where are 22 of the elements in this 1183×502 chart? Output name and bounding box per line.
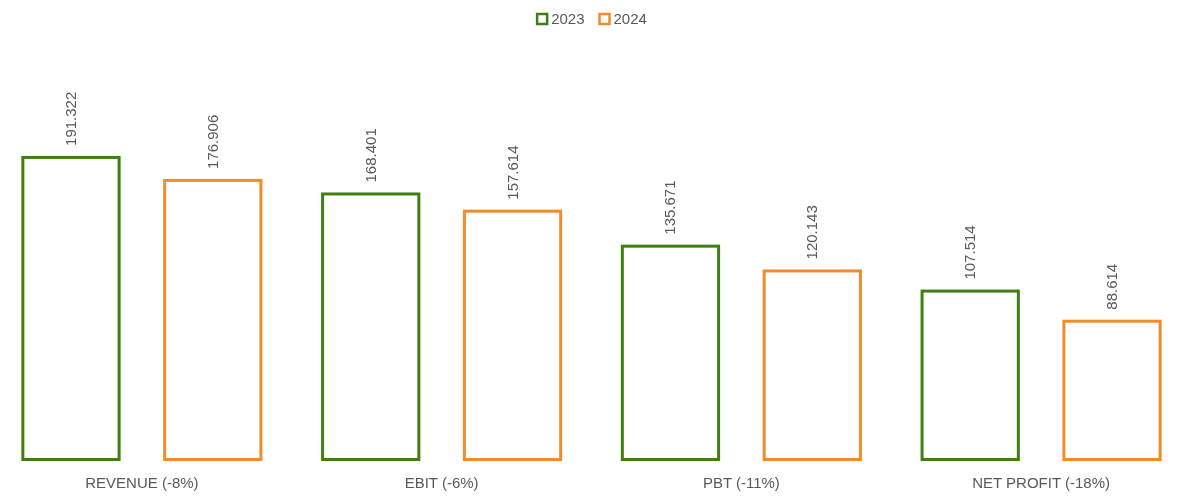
x-tick-label: REVENUE (-8%) (85, 474, 199, 491)
x-tick-label: NET PROFIT (-18%) (972, 474, 1111, 491)
bar (1062, 319, 1162, 461)
data-label: 168.401 (361, 128, 379, 183)
data-label: 135.671 (661, 180, 679, 235)
bar (21, 155, 121, 461)
bar (762, 269, 862, 461)
data-label: 88.614 (1103, 263, 1121, 310)
legend-label: 2023 (551, 10, 585, 27)
data-label: 191.322 (61, 91, 79, 146)
data-label: 107.514 (961, 225, 979, 280)
x-tick-label: EBIT (-6%) (404, 474, 479, 491)
x-tick-label: PBT (-11%) (702, 474, 780, 491)
bar (920, 289, 1020, 461)
bar (620, 244, 721, 461)
data-label: 176.906 (203, 114, 221, 169)
bar (321, 192, 421, 461)
data-label: 157.614 (503, 145, 521, 200)
bar (462, 209, 563, 461)
bar (163, 178, 263, 461)
data-label: 120.143 (803, 205, 821, 260)
legend-label: 2024 (613, 10, 647, 27)
